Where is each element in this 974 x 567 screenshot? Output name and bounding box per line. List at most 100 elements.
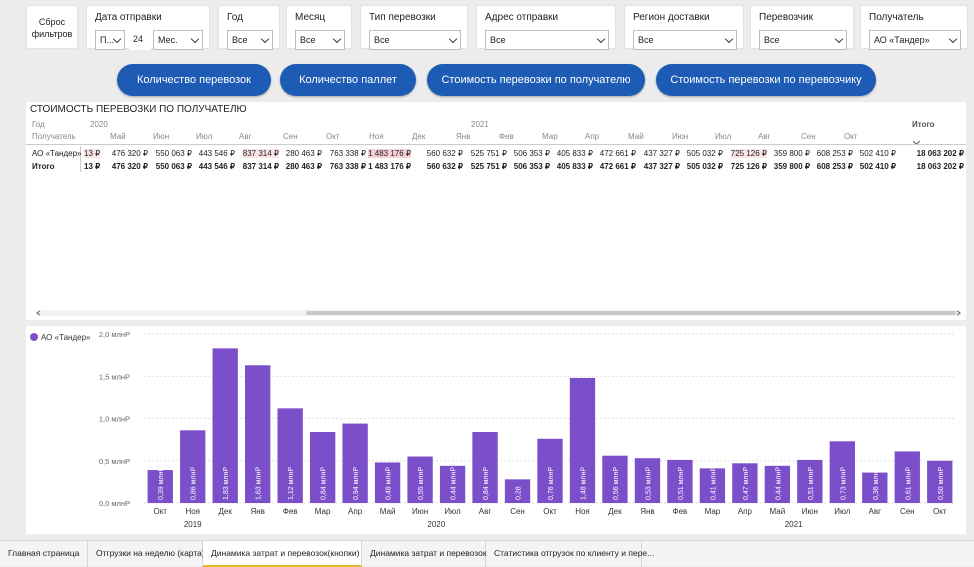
bar-chart: АО «Тандер» 0,0 млнР 0,5 млнР 1,0 млнР 1,5 … (30, 330, 956, 529)
bar-data-label: 0,84 млнР (483, 467, 490, 500)
chevron-down-icon (448, 34, 458, 44)
y-tick-label: 1,5 млнР (99, 372, 130, 381)
bar (212, 348, 238, 503)
month-header: Окт (326, 132, 340, 141)
table-cell: 837 314 ₽ (242, 162, 279, 171)
x-tick-label: Ноя (185, 507, 200, 516)
table-cell: 505 032 ₽ (686, 162, 723, 171)
year-select[interactable]: Все (227, 30, 273, 50)
tab-5[interactable]: Статистика отгрузок по клиенту и пере... (486, 541, 654, 567)
x-tick-label: Янв (250, 507, 264, 516)
table-cell: 13 ₽ (84, 149, 101, 158)
bar-data-label: 0,51 млнР (808, 467, 815, 500)
transport-type-label: Тип перевозки (369, 12, 436, 23)
cost-by-recipient-button[interactable]: Стоимость перевозки по получателю (427, 64, 645, 96)
bar (829, 441, 855, 503)
tab-2[interactable]: Отгрузки на неделю (карта) (88, 541, 205, 567)
y-tick-label: 0,0 млнР (99, 499, 130, 508)
x-year-label: 2020 (427, 520, 445, 529)
table-cell: 506 353 ₽ (513, 149, 550, 158)
year-filter: Год Все (218, 5, 280, 50)
month-header: Янв (456, 132, 471, 141)
bar (504, 479, 531, 503)
bar-data-label: 0,86 млнР (191, 467, 198, 500)
month-header: Июл (715, 132, 732, 141)
x-tick-label: Июн (412, 507, 428, 516)
x-tick-label: Сен (900, 507, 915, 516)
transport-type-select[interactable]: Все (369, 30, 461, 50)
region-select[interactable]: Все (633, 30, 737, 50)
tab-3[interactable]: Динамика затрат и перевозок(кнопки) (203, 541, 362, 567)
carrier-select[interactable]: Все (759, 30, 847, 50)
pallets-count-button[interactable]: Количество паллет (280, 64, 416, 96)
table-cell: 505 032 ₽ (686, 149, 723, 158)
date-filter-label: Дата отправки (95, 12, 162, 23)
bar-data-label: 0,94 млнР (353, 467, 360, 500)
x-tick-label: Июл (834, 507, 851, 516)
horizontal-scrollbar[interactable] (36, 310, 961, 316)
table-cell: 1 483 176 ₽ (368, 149, 411, 158)
table-cell: 506 353 ₽ (513, 162, 550, 171)
table-cell: 13 ₽ (84, 162, 101, 171)
bar (374, 462, 401, 503)
month-header: Сен (283, 132, 298, 141)
y-tick-label: 0,5 млнР (99, 457, 130, 466)
row-total-cell: 18 063 202 ₽ (916, 149, 964, 158)
table-cell: 437 327 ₽ (643, 149, 680, 158)
year-filter-label: Год (227, 12, 243, 23)
table-cell: 280 463 ₽ (285, 149, 322, 158)
month-header: Ноя (369, 132, 384, 141)
bar (277, 408, 303, 503)
date-count-input[interactable]: 24 (129, 30, 151, 50)
legend-marker (30, 333, 38, 341)
table-cell: 502 410 ₽ (859, 162, 896, 171)
table-cell: 550 063 ₽ (155, 162, 192, 171)
carrier-filter: Перевозчик Все (750, 5, 854, 50)
chevron-down-icon (948, 34, 958, 44)
table-cell: 608 253 ₽ (816, 149, 853, 158)
shipments-count-button[interactable]: Количество перевозок (117, 64, 271, 96)
tab-4[interactable]: Динамика затрат и перевозок (362, 541, 487, 567)
tab-1[interactable]: Главная страница (0, 541, 88, 567)
month-header: Сен (801, 132, 816, 141)
carrier-label: Перевозчик (759, 12, 813, 23)
y-tick-label: 2,0 млнР (99, 330, 130, 339)
date-unit-select[interactable]: Мес. (153, 30, 203, 50)
bar (862, 472, 888, 503)
row-total-cell: 18 063 202 ₽ (916, 162, 964, 171)
cost-by-recipient-matrix: СТОИМОСТЬ ПЕРЕВОЗКИ ПО ПОЛУЧАТЕЛЮ Год 20… (26, 102, 966, 320)
table-cell: 725 126 ₽ (730, 149, 767, 158)
ship-address-select[interactable]: Все (485, 30, 609, 50)
chevron-down-icon (112, 34, 122, 44)
bar (894, 451, 920, 503)
x-tick-label: Ноя (575, 507, 590, 516)
bar (309, 432, 336, 503)
bar-data-label: 0,84 млнР (321, 467, 328, 500)
bar (245, 365, 271, 503)
table-cell: 405 833 ₽ (556, 162, 593, 171)
month-header: Июл (196, 132, 213, 141)
cost-by-carrier-button[interactable]: Стоимость перевозки по перевозчику (656, 64, 876, 96)
chevron-down-icon (260, 34, 270, 44)
recipient-select[interactable]: АО «Тандер» (869, 30, 961, 50)
region-label: Регион доставки (633, 12, 710, 23)
month-select[interactable]: Все (295, 30, 345, 50)
total-header: Итого (912, 120, 935, 129)
y-tick-label: 1,0 млнР (99, 415, 130, 424)
bar (699, 468, 726, 503)
reset-filters-button[interactable]: Сброс фильтров (26, 5, 78, 49)
bar (147, 470, 173, 503)
bar (927, 460, 953, 503)
bar (407, 456, 433, 503)
table-cell: 763 338 ₽ (329, 149, 366, 158)
month-header: Окт (844, 132, 858, 141)
year-2021-header: 2021 (471, 120, 489, 129)
bar-data-label: 1,48 млнР (580, 467, 587, 500)
bar (732, 463, 758, 503)
page-tabs: Главная страница Отгрузки на неделю (карт… (0, 540, 974, 567)
table-cell: 560 632 ₽ (426, 162, 463, 171)
x-tick-label: Май (380, 507, 396, 516)
table-cell: 763 338 ₽ (329, 162, 366, 171)
month-filter-label: Месяц (295, 12, 326, 23)
date-mode-select[interactable]: П... (95, 30, 125, 50)
